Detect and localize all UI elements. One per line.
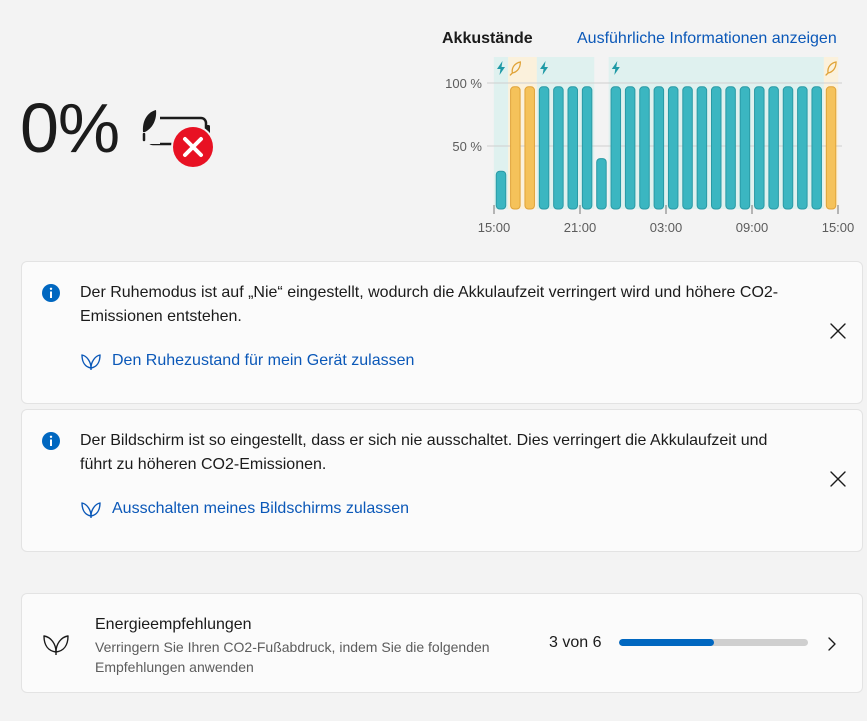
recommendation-count: 3 von 6 (549, 634, 602, 651)
screen-recommendation-card: Der Bildschirm ist so eingestellt, dass … (21, 409, 863, 552)
chart-bar (739, 86, 751, 210)
allow-screen-off-link[interactable]: Ausschalten meines Bildschirms zulassen (80, 497, 409, 521)
details-link[interactable]: Ausführliche Informationen anzeigen (577, 30, 837, 47)
screen-message: Der Bildschirm ist so eingestellt, dass … (80, 432, 768, 473)
energy-title: Energieempfehlungen (95, 616, 252, 633)
chart-bar (653, 86, 665, 210)
chart-bar (754, 86, 765, 210)
chart-bar (725, 86, 736, 210)
info-icon (42, 432, 60, 450)
chart-bar (510, 86, 521, 210)
chart-bar (825, 86, 837, 210)
chart-y-tick-label: 100 % (445, 76, 482, 91)
recommendation-progress-fill (619, 639, 714, 646)
allow-screen-off-label: Ausschalten meines Bildschirms zulassen (112, 500, 410, 517)
sleep-message: Der Ruhemodus ist auf „Nie“ eingestellt,… (80, 284, 779, 325)
leaf-icon (509, 61, 522, 76)
battery-saver-error-icon (140, 110, 215, 169)
battery-percentage: 0% (20, 89, 120, 167)
chart-bar (581, 86, 593, 210)
chart-bar (495, 170, 507, 210)
chevron-right-icon[interactable] (822, 634, 842, 654)
energy-description: Verringern Sie Ihren CO2-Fußabdruck, ind… (95, 639, 490, 675)
leaf-icon (81, 502, 101, 518)
allow-sleep-label: Den Ruhezustand für mein Gerät zulassen (112, 352, 415, 369)
chart-bar (797, 86, 808, 210)
allow-sleep-link[interactable]: Den Ruhezustand für mein Gerät zulassen (80, 349, 414, 373)
chart-x-tick-label: 15:00 (478, 220, 511, 235)
lightning-icon (611, 61, 620, 75)
lightning-icon (497, 61, 505, 75)
leaf-icon (81, 354, 101, 370)
chart-title: Akkustände (442, 30, 533, 47)
chart-x-tick-label: 03:00 (650, 220, 683, 235)
chart-x-tick-label: 09:00 (736, 220, 769, 235)
chart-bar (624, 86, 636, 210)
close-icon[interactable] (828, 321, 848, 341)
chart-bar (639, 86, 650, 210)
chart-bar (711, 86, 722, 210)
leaf-icon (825, 61, 837, 76)
lightning-icon (540, 61, 549, 75)
chart-bar (782, 86, 794, 210)
chart-bar (768, 86, 779, 210)
chart-bar (524, 86, 535, 210)
chart-bar (610, 86, 622, 210)
sleep-recommendation-card: Der Ruhemodus ist auf „Nie“ eingestellt,… (21, 261, 863, 404)
chart-x-tick-label: 21:00 (564, 220, 597, 235)
chart-bar (682, 86, 693, 210)
chart-band-0 (493, 57, 509, 209)
chart-bar (596, 158, 607, 210)
chart-bar (538, 86, 550, 210)
energy-recommendations-card[interactable]: Energieempfehlungen Verringern Sie Ihren… (21, 593, 863, 693)
chart-x-tick-label: 15:00 (822, 220, 855, 235)
recommendation-progress (619, 639, 808, 646)
chart-y-tick-label: 50 % (452, 139, 482, 154)
chart-bar (567, 86, 578, 210)
leaf-icon (43, 635, 69, 655)
info-icon (42, 284, 60, 302)
battery-levels-chart: 100 % 50 % 15:00 21:00 03:00 09:00 15:00 (445, 57, 855, 235)
chart-bar (811, 86, 822, 210)
chart-bar (667, 86, 679, 210)
chart-bar (696, 86, 708, 210)
close-icon[interactable] (828, 469, 848, 489)
chart-bar (553, 86, 564, 210)
